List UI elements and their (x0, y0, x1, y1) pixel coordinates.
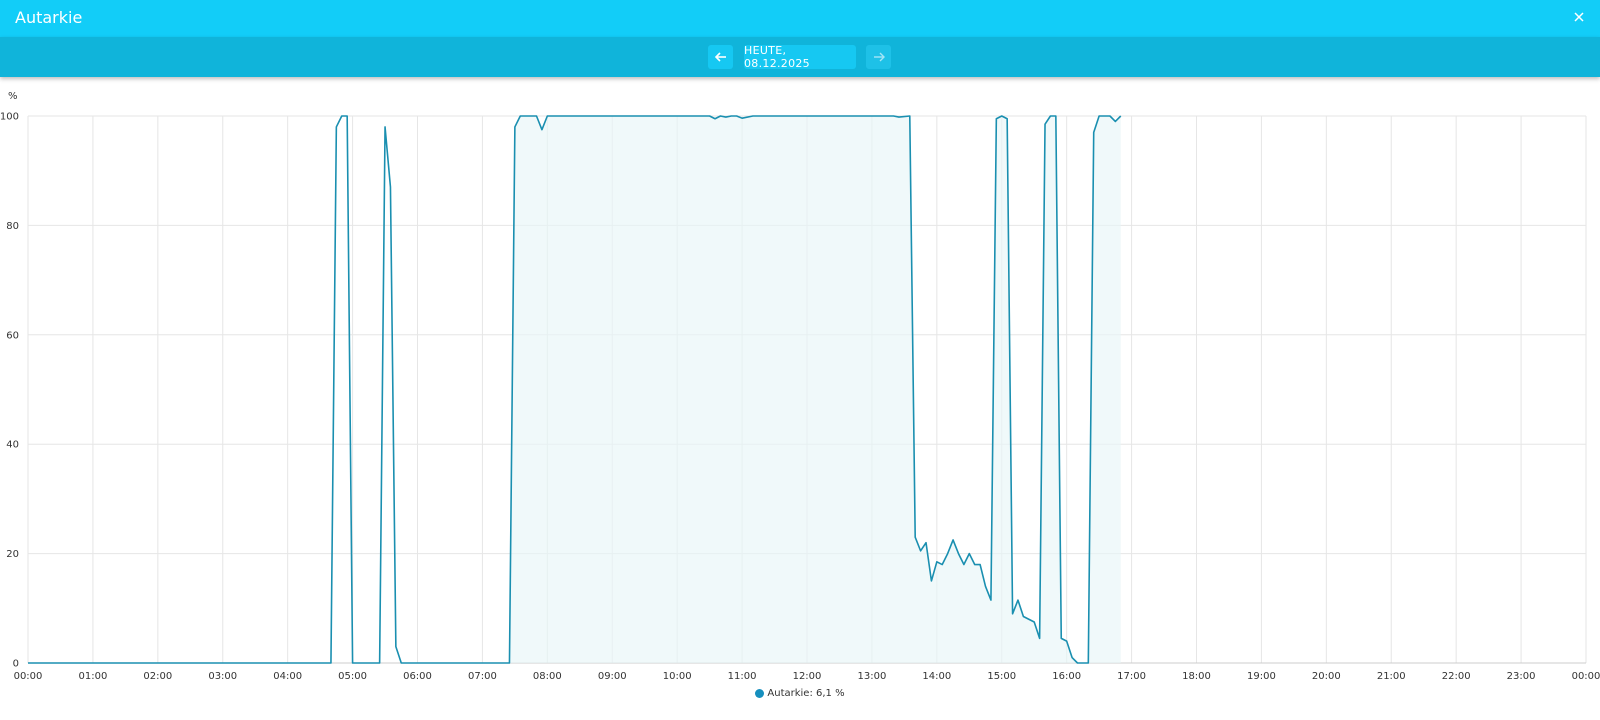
series-line-autarkie (28, 115, 1122, 664)
x-tick-label: 17:00 (1117, 671, 1146, 682)
x-tick-label: 19:00 (1247, 671, 1276, 682)
legend-label: Autarkie: 6,1 % (767, 688, 845, 699)
y-tick-label: 60 (6, 330, 19, 341)
y-tick-label: 20 (6, 549, 19, 560)
x-tick-label: 18:00 (1182, 671, 1211, 682)
y-tick-label: 0 (13, 659, 19, 670)
y-tick-label: 40 (6, 440, 19, 451)
x-tick-label: 08:00 (533, 671, 562, 682)
y-tick-label: 100 (0, 112, 19, 123)
date-toolbar: HEUTE, 08.12.2025 (0, 37, 1600, 77)
x-tick-label: 04:00 (273, 671, 302, 682)
x-tick-label: 20:00 (1312, 671, 1341, 682)
x-tick-label: 13:00 (858, 671, 887, 682)
autarkie-chart: 00:00 01:00 02:00 03:00 04:00 05:00 06:00 07:00… (0, 91, 1600, 682)
next-day-button[interactable] (866, 45, 891, 69)
x-tick-label: 14:00 (922, 671, 951, 682)
close-icon[interactable] (1570, 8, 1588, 26)
legend-marker (755, 689, 765, 698)
x-tick-label: 03:00 (208, 671, 237, 682)
x-tick-label: 15:00 (987, 671, 1016, 682)
x-tick-label: 06:00 (403, 671, 432, 682)
x-tick-label: 01:00 (79, 671, 108, 682)
x-tick-label: 09:00 (598, 671, 627, 682)
arrow-left-icon (714, 52, 726, 62)
x-tick-label: 07:00 (468, 671, 497, 682)
y-tick-label: 80 (6, 221, 19, 232)
x-tick-label: 21:00 (1377, 671, 1406, 682)
dialog-header: Autarkie (0, 0, 1600, 37)
x-tick-label: 23:00 (1507, 671, 1536, 682)
x-tick-label: 00:00 (14, 671, 43, 682)
y-axis-unit: % (8, 91, 18, 102)
x-tick-label: 22:00 (1442, 671, 1471, 682)
x-tick-label: 02:00 (143, 671, 172, 682)
x-tick-label: 05:00 (338, 671, 367, 682)
date-picker-button[interactable]: HEUTE, 08.12.2025 (744, 44, 856, 70)
x-tick-label: 16:00 (1052, 671, 1081, 682)
x-tick-label: 12:00 (793, 671, 822, 682)
series-area-fill (509, 116, 1121, 663)
previous-day-button[interactable] (708, 45, 733, 69)
x-tick-label: 00:00 (1572, 671, 1600, 682)
dialog-title: Autarkie (15, 8, 83, 27)
x-tick-label: 10:00 (663, 671, 692, 682)
x-tick-label: 11:00 (728, 671, 757, 682)
arrow-right-icon (873, 52, 885, 62)
chart-legend[interactable]: Autarkie: 6,1 % (0, 688, 1600, 699)
